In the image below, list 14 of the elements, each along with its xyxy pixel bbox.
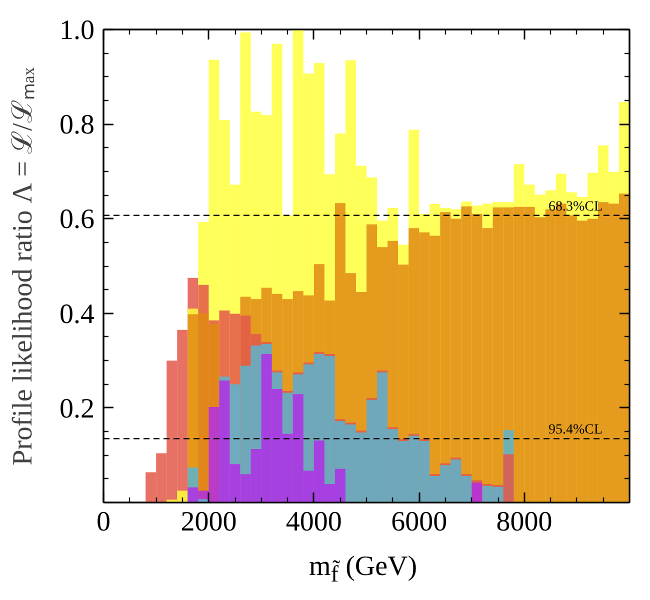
y-tick-label: 1.0 xyxy=(60,15,94,46)
x-tick-label: 0 xyxy=(96,506,110,538)
y-axis-title: Profile likelihood ratio Λ = ℒ/ℒₘₐₓ xyxy=(8,66,38,466)
x-tick-label: 4000 xyxy=(286,506,342,538)
ref-line-label: 95.4%CL xyxy=(548,422,603,438)
x-tick-label: 2000 xyxy=(180,506,237,538)
y-tick-label: 0.8 xyxy=(60,110,94,141)
y-tick-label: 0.6 xyxy=(60,204,94,236)
x-tick-label: 8000 xyxy=(496,506,552,538)
y-tick-label: 0.2 xyxy=(60,393,94,424)
x-tick-label: 6000 xyxy=(391,506,448,538)
x-axis-title: m$_{f̃}$ (GeV) xyxy=(309,550,418,588)
y-tick-label: 0.4 xyxy=(60,298,94,330)
ref-line-label: 68.3%CL xyxy=(548,199,603,214)
